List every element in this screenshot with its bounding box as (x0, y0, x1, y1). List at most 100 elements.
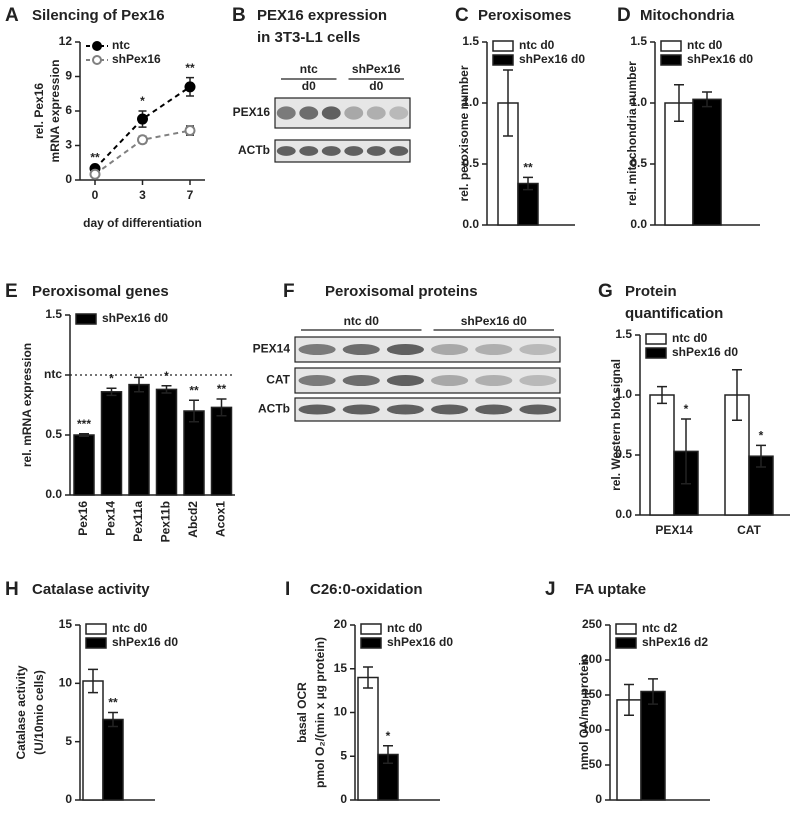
error-bar (216, 398, 227, 417)
panel-title: Silencing of Pex16 (32, 7, 165, 24)
bar (649, 394, 675, 516)
y-tick-label: 0.0 (630, 217, 647, 231)
bar (640, 690, 666, 801)
legend-swatch (615, 623, 637, 635)
y-axis-label: rel. mitochondria number (625, 61, 639, 206)
panel-title: Peroxisomes (478, 7, 571, 24)
legend-label: shPex16 d0 (672, 345, 738, 359)
blot-band (475, 344, 513, 355)
y-axis-label: pmol O₂/(min x µg protein) (313, 637, 327, 788)
y-tick-label: 0.5 (615, 447, 632, 461)
blot-band (519, 344, 557, 355)
y-axis-label: rel. mRNA expression (20, 343, 34, 467)
blot-band (276, 106, 296, 120)
error-bar (134, 376, 144, 393)
bar (82, 680, 104, 801)
blot-band (389, 146, 409, 156)
legend-label: ntc d2 (642, 621, 678, 635)
error-bar (674, 83, 684, 123)
lane-group-label: shPex16 d0 (461, 314, 527, 328)
error-bar (108, 711, 118, 728)
blot-band (276, 146, 296, 156)
blot-row-label: ACTb (238, 143, 270, 157)
series-line (94, 86, 191, 170)
y-tick-label: 0.0 (615, 507, 632, 521)
legend-label: shPex16 d0 (112, 635, 178, 649)
y-tick-label: 1.5 (462, 34, 479, 48)
y-tick-label: 150 (582, 687, 602, 701)
y-axis-label: (U/10mio cells) (32, 670, 46, 755)
blot-band (386, 375, 424, 386)
error-bar (523, 176, 533, 191)
significance-label: ** (185, 61, 195, 75)
panel-letter: C (455, 5, 469, 26)
data-point (184, 81, 196, 93)
panel-letter: B (232, 5, 246, 26)
blot-band (299, 106, 319, 120)
blot-band (386, 404, 424, 415)
legend-swatch (615, 637, 637, 649)
blot-band (475, 375, 513, 386)
error-bar (161, 385, 172, 394)
x-tick-label: PEX14 (655, 523, 693, 537)
y-tick-label: 15 (334, 661, 348, 675)
panel-title: FA uptake (575, 581, 646, 598)
x-tick-label: Abcd2 (186, 501, 200, 538)
data-point (137, 113, 148, 125)
lane-group-label: d0 (369, 79, 383, 93)
y-tick-label: 100 (582, 722, 602, 736)
blot-band (431, 404, 469, 415)
error-bar (681, 418, 691, 485)
panel-letter: J (545, 579, 556, 600)
legend-swatch (645, 333, 667, 345)
blot-row (274, 139, 411, 163)
legend-label: ntc d0 (672, 331, 708, 345)
y-tick-label: 0.0 (45, 487, 62, 501)
lane-group-label: d0 (302, 79, 316, 93)
y-axis-label: rel. peroxisome number (457, 65, 471, 201)
blot-band (386, 344, 424, 355)
significance-label: * (109, 371, 114, 385)
legend-label: shPex16 (112, 52, 161, 66)
y-tick-label: 0 (65, 172, 72, 186)
y-axis-label: mRNA expression (48, 60, 62, 163)
blot-band (298, 344, 336, 355)
y-tick-label: 1.0 (630, 95, 647, 109)
legend-swatch (85, 637, 107, 649)
panel-title: Protein (625, 283, 677, 300)
error-bar (648, 678, 658, 705)
error-bar (79, 433, 89, 437)
y-tick-label: 1.0 (462, 95, 479, 109)
error-bar (732, 369, 742, 421)
blot-row (294, 367, 561, 394)
blot-row-label: PEX14 (253, 342, 291, 356)
legend-swatch (660, 54, 682, 66)
bar (128, 383, 150, 496)
x-tick-label: 3 (139, 188, 146, 202)
x-tick-label: Pex16 (76, 501, 90, 536)
legend-swatch (660, 40, 682, 52)
error-bar (88, 668, 98, 694)
legend-swatch (492, 40, 514, 52)
lane-group-label: ntc (300, 62, 318, 76)
y-tick-label: ntc (44, 367, 62, 381)
y-tick-label: 3 (65, 138, 72, 152)
panel-letter: H (5, 579, 19, 600)
y-tick-label: 10 (334, 705, 348, 719)
legend-swatch (85, 623, 107, 635)
x-tick-label: Pex11b (159, 501, 173, 542)
bar (357, 676, 379, 801)
blot-row-label: CAT (266, 373, 290, 387)
y-tick-label: 250 (582, 617, 602, 631)
y-tick-label: 10 (59, 676, 73, 690)
error-bar (106, 387, 117, 397)
bar (210, 406, 233, 496)
panel-title: Peroxisomal proteins (325, 283, 478, 300)
significance-label: * (164, 369, 169, 383)
blot-row-label: PEX16 (233, 105, 271, 119)
panel-title: in 3T3-L1 cells (257, 29, 360, 46)
data-point (89, 168, 101, 180)
y-tick-label: 0.5 (630, 156, 647, 170)
lane-group-label: ntc d0 (344, 314, 380, 328)
bar (100, 391, 123, 496)
